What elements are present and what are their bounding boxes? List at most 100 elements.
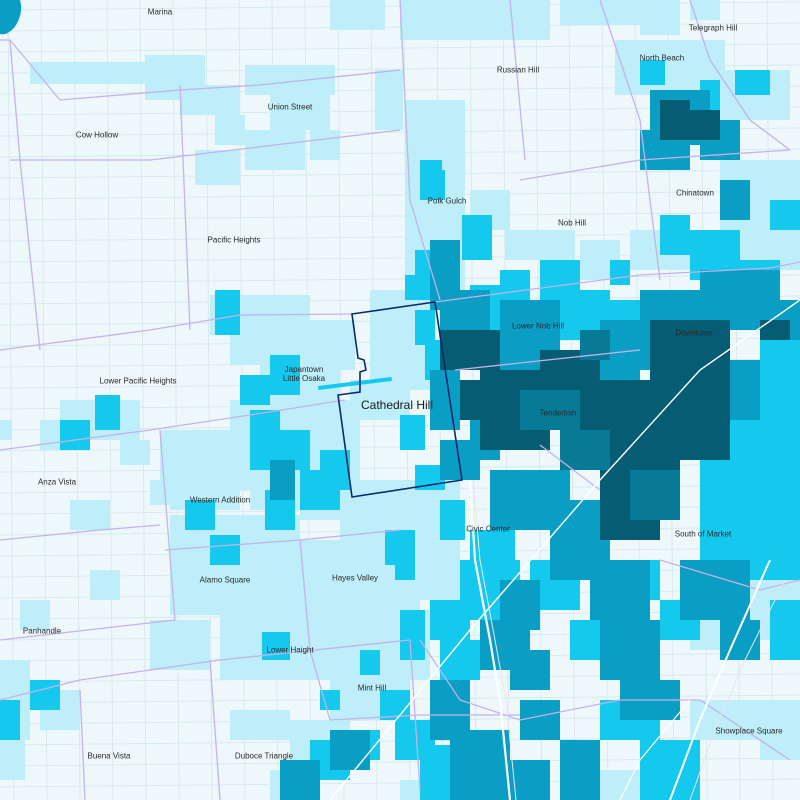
choropleth-block xyxy=(505,230,575,260)
choropleth-block xyxy=(240,375,270,405)
choropleth-block xyxy=(510,650,550,690)
label-marina: Marina xyxy=(147,7,173,17)
label-lower-pacific-heights: Lower Pacific Heights xyxy=(99,376,177,386)
neighborhood-boundary xyxy=(509,0,526,161)
label-russian-hill: Russian Hill xyxy=(496,65,540,75)
neighborhood-boundary xyxy=(0,399,346,451)
freeway-line xyxy=(689,579,786,800)
choropleth-block xyxy=(700,400,730,460)
water-features xyxy=(0,0,22,35)
neighborhood-boundary xyxy=(659,559,761,591)
choropleth-block xyxy=(660,100,690,140)
choropleth-block xyxy=(150,620,210,670)
choropleth-block xyxy=(440,330,500,370)
choropleth-block xyxy=(120,440,150,465)
street-line xyxy=(0,169,800,179)
choropleth-block xyxy=(280,760,320,800)
neighborhood-boundary xyxy=(329,714,520,721)
choropleth-block xyxy=(415,310,435,345)
label-alamo-square: Alamo Square xyxy=(199,575,251,585)
cathedral-hill-boundary[interactable] xyxy=(337,301,463,498)
neighborhood-boundary xyxy=(299,539,331,721)
choropleth-block xyxy=(520,700,560,740)
label-downtown: Downtown xyxy=(675,328,713,338)
choropleth-block xyxy=(245,130,305,170)
choropleth-block xyxy=(360,650,380,675)
label-cow-hollow: Cow Hollow xyxy=(75,130,119,140)
choropleth-block xyxy=(185,500,215,530)
water-streak xyxy=(318,376,392,390)
neighborhood-boundary xyxy=(454,349,641,371)
choropleth-block xyxy=(70,500,110,530)
choropleth-block xyxy=(320,690,340,710)
choropleth-block xyxy=(300,470,340,510)
choropleth-block xyxy=(720,180,750,220)
choropleth-block xyxy=(600,620,660,680)
neighborhood-boundary xyxy=(0,524,161,541)
freeway-line xyxy=(669,559,771,800)
choropleth-block xyxy=(735,70,770,95)
choropleth-block xyxy=(30,62,160,84)
neighborhood-boundary xyxy=(519,149,791,181)
choropleth-block xyxy=(690,110,720,140)
choropleth-block xyxy=(230,710,290,740)
choropleth-block xyxy=(640,60,665,85)
choropleth-block xyxy=(640,0,680,35)
choropleth-block xyxy=(440,640,480,680)
choropleth-block xyxy=(770,200,800,230)
choropleth-block xyxy=(690,0,720,20)
choropleth-block xyxy=(610,260,630,285)
choropleth-block xyxy=(375,70,403,130)
choropleth-block xyxy=(520,390,580,430)
choropleth-block xyxy=(660,215,690,255)
choropleth-block xyxy=(30,680,60,710)
choropleth-block xyxy=(430,370,460,430)
label-telegraph-hill: Telegraph Hill xyxy=(688,23,738,33)
label-hayes-valley: Hayes Valley xyxy=(331,573,379,583)
freeway-line xyxy=(329,299,800,800)
choropleth-block xyxy=(0,420,12,440)
freeway-line xyxy=(468,479,512,800)
choropleth-block xyxy=(215,115,245,145)
choropleth-block xyxy=(650,320,730,400)
label-mint-hill: Mint Hill xyxy=(357,683,387,693)
choropleth-block xyxy=(395,555,415,580)
choropleth-block xyxy=(270,460,295,500)
choropleth-block xyxy=(420,170,445,200)
choropleth-block xyxy=(330,0,385,30)
label-north-beach: North Beach xyxy=(639,53,685,63)
choropleth-block xyxy=(440,500,465,540)
choropleth-block xyxy=(90,570,120,600)
choropleth-block xyxy=(400,415,425,450)
choropleth-block xyxy=(760,320,790,340)
street-line xyxy=(0,190,800,200)
choropleth-block xyxy=(640,740,700,800)
choropleth-block xyxy=(95,395,120,430)
neighborhood-boundary xyxy=(79,689,86,800)
freeway-line xyxy=(472,479,517,800)
choropleth-block xyxy=(400,0,550,40)
label-cathedral-hill: Cathedral Hill xyxy=(360,398,434,413)
choropleth-block xyxy=(770,600,800,660)
label-nob-hill: Nob Hill xyxy=(557,218,587,228)
freeway-line xyxy=(619,699,691,800)
choropleth-block xyxy=(195,150,240,185)
choropleth-block xyxy=(760,700,800,760)
label-south-of-market: South of Market xyxy=(674,529,732,539)
choropleth-block xyxy=(210,535,240,565)
choropleth-block xyxy=(0,740,25,780)
choropleth-block xyxy=(270,70,330,130)
label-japantown: Japantown Little Osaka xyxy=(282,364,326,383)
label-chinatown: Chinatown xyxy=(676,188,714,198)
label-polk-gulch: Polk Gulch xyxy=(427,196,467,206)
street-line xyxy=(0,274,800,284)
label-pacific-heights: Pacific Heights xyxy=(207,235,261,245)
bay-water-area xyxy=(0,0,22,35)
choropleth-block xyxy=(215,290,240,335)
choropleth-block xyxy=(590,560,650,620)
label-lower-haight: Lower Haight xyxy=(266,645,314,655)
choropleth-block xyxy=(560,430,610,470)
